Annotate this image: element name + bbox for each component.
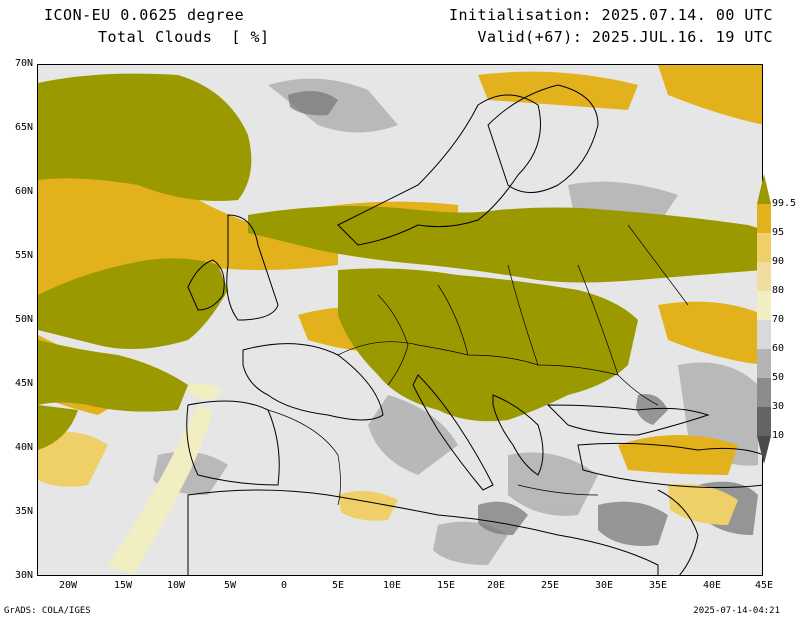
colorbar-label-30: 30: [772, 401, 785, 412]
lon-label-5w: 5W: [223, 580, 237, 591]
colorbar-bottom-arrow: [757, 436, 771, 464]
lon-label-45e: 45E: [754, 580, 774, 591]
lat-label-65n: 65N: [14, 122, 33, 133]
country-borders: [267, 224, 689, 506]
lat-label-45n: 45N: [14, 378, 33, 389]
colorbar-step-95: [757, 204, 771, 233]
colorbar-label-70: 70: [772, 314, 785, 325]
cloud-map-svg: [38, 65, 762, 575]
colorbar-label-10: 10: [772, 430, 785, 441]
lon-label-10w: 10W: [166, 580, 186, 591]
valid-time: Valid(+67): 2025.JUL.16. 19 UTC: [477, 28, 773, 46]
lon-label-5e: 5E: [331, 580, 345, 591]
colorbar-label-50: 50: [772, 372, 785, 383]
lat-label-35n: 35N: [14, 506, 33, 517]
lon-label-20w: 20W: [58, 580, 78, 591]
init-time: Initialisation: 2025.07.14. 00 UTC: [448, 6, 773, 24]
colorbar-label-60: 60: [772, 343, 785, 354]
colorbar-label-99-5: 99.5: [772, 198, 797, 209]
light-cloud-streak: [108, 383, 223, 575]
lat-label-70n: 70N: [14, 58, 33, 69]
lat-label-60n: 60N: [14, 186, 33, 197]
lon-label-25e: 25E: [540, 580, 560, 591]
colorbar-label-80: 80: [772, 285, 785, 296]
lon-label-35e: 35E: [648, 580, 668, 591]
cloud-cover-map: [37, 64, 763, 576]
colorbar-step-10: [757, 407, 771, 436]
lat-label-55n: 55N: [14, 250, 33, 261]
lon-label-15w: 15W: [113, 580, 133, 591]
colorbar-label-90: 90: [772, 256, 785, 267]
model-title: ICON-EU 0.0625 degree: [44, 6, 245, 24]
lon-label-30e: 30E: [594, 580, 614, 591]
lon-label-40e: 40E: [702, 580, 722, 591]
generation-timestamp: 2025-07-14-04:21: [693, 606, 780, 616]
colorbar-step-60: [757, 320, 771, 349]
colorbar-label-95: 95: [772, 227, 785, 238]
lat-label-30n: 30N: [14, 570, 33, 581]
color-scale-bar: [757, 174, 771, 464]
colorbar-step-80: [757, 262, 771, 291]
lon-label-0: 0: [280, 580, 288, 591]
colorbar-svg: [757, 174, 771, 464]
grads-credit: GrADS: COLA/IGES: [4, 606, 91, 616]
lon-label-20e: 20E: [486, 580, 506, 591]
colorbar-step-70: [757, 291, 771, 320]
variable-title: Total Clouds [ %]: [98, 28, 270, 46]
colorbar-step-90: [757, 233, 771, 262]
lat-label-50n: 50N: [14, 314, 33, 325]
lon-label-10e: 10E: [382, 580, 402, 591]
colorbar-step-30: [757, 378, 771, 407]
lon-label-15e: 15E: [436, 580, 456, 591]
overcast-cloud-mass: [38, 73, 762, 450]
colorbar-step-50: [757, 349, 771, 378]
colorbar-top-arrow: [757, 174, 771, 204]
coastline-outlines: [186, 84, 762, 575]
lat-label-40n: 40N: [14, 442, 33, 453]
